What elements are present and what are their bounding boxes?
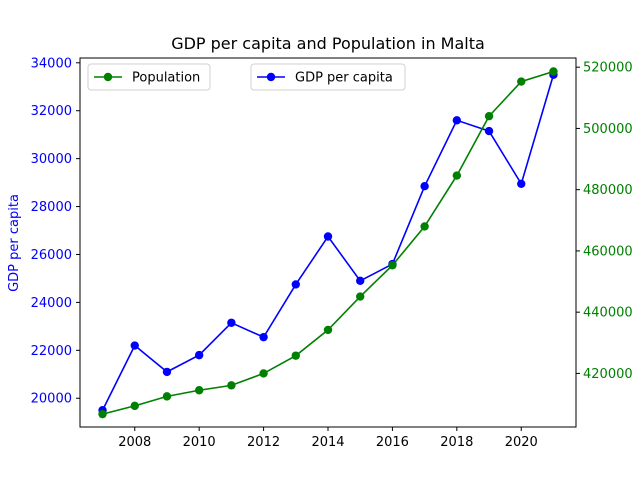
chart-title: GDP per capita and Population in Malta — [171, 34, 485, 53]
x-tick-label: 2018 — [440, 435, 473, 450]
legend-marker — [103, 72, 113, 82]
data-point-population — [227, 381, 236, 390]
legend: Population GDP per capita — [87, 63, 406, 91]
y-tick-label: 20000 — [31, 392, 72, 407]
data-point-gdp-per-capita — [130, 341, 139, 350]
x-tick-label: 2008 — [118, 435, 151, 450]
y2-tick-label: 500000 — [583, 122, 633, 137]
data-point-population — [549, 67, 558, 76]
data-point-gdp-per-capita — [291, 280, 300, 289]
y-tick-label: 28000 — [31, 200, 72, 215]
legend-box — [250, 63, 406, 91]
y-tick-label: 34000 — [31, 56, 72, 71]
x-tick-label: 2014 — [311, 435, 344, 450]
x-tick-label: 2020 — [505, 435, 538, 450]
y-tick-label: 30000 — [31, 152, 72, 167]
data-point-population — [98, 409, 107, 419]
data-point-population — [420, 222, 429, 231]
data-point-population — [291, 351, 300, 360]
data-point-gdp-per-capita — [259, 332, 268, 342]
data-point-population — [130, 401, 139, 411]
data-point-gdp-per-capita — [162, 367, 172, 377]
y2-tick-label: 520000 — [583, 61, 633, 76]
y2-tick-label: 420000 — [583, 367, 633, 382]
y2-tick-label: 460000 — [583, 244, 633, 259]
y2-tick-label: 480000 — [583, 183, 633, 198]
y-axis-right: 420000 440000 460000 480000 500000 520000 — [576, 61, 633, 382]
x-tick-label: 2010 — [183, 435, 216, 450]
data-point-population — [259, 369, 268, 378]
y-tick-label: 24000 — [31, 296, 72, 311]
data-point-population — [388, 261, 397, 270]
legend-label: GDP per capita — [295, 71, 393, 86]
data-point-population — [323, 325, 333, 335]
data-point-gdp-per-capita — [227, 318, 236, 327]
series-line-gdp-per-capita — [101, 74, 555, 411]
data-point-population — [484, 111, 494, 121]
data-point-gdp-per-capita — [323, 232, 333, 241]
data-point-gdp-per-capita — [484, 126, 494, 136]
data-point-gdp-per-capita — [517, 179, 526, 188]
x-tick-label: 2012 — [247, 435, 280, 450]
legend-label: Population — [132, 71, 200, 86]
series-line-population — [102, 70, 554, 415]
data-point-population — [162, 392, 172, 401]
plot-area — [79, 57, 577, 428]
data-point-population — [452, 171, 462, 180]
data-point-gdp-per-capita — [420, 181, 429, 191]
y-tick-label: 26000 — [31, 248, 72, 263]
legend-box — [87, 63, 211, 91]
data-point-gdp-per-capita — [194, 350, 204, 360]
x-tick-label: 2016 — [376, 435, 409, 450]
x-axis: 2008 2010 2012 2014 2016 2018 2020 — [118, 427, 538, 450]
data-point-population — [356, 292, 365, 301]
data-point-population — [194, 386, 204, 395]
y-tick-label: 32000 — [31, 104, 72, 119]
y-axis-label: GDP per capita — [7, 194, 22, 292]
data-point-population — [517, 77, 526, 86]
y-axis-left: 20000 22000 24000 26000 28000 30000 32000 34000 — [31, 56, 80, 407]
series-layer — [98, 67, 558, 419]
legend-marker — [266, 72, 276, 82]
y2-tick-label: 440000 — [583, 306, 633, 321]
y-tick-label: 22000 — [31, 344, 72, 359]
data-point-gdp-per-capita — [452, 116, 462, 125]
data-point-gdp-per-capita — [356, 276, 365, 286]
